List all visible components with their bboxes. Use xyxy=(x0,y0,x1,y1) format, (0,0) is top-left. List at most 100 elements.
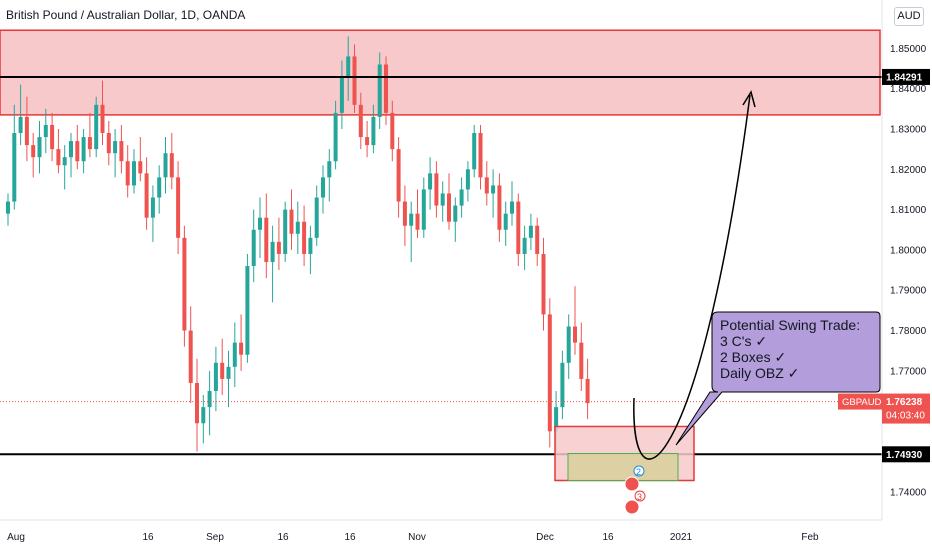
candle-body xyxy=(37,137,42,158)
candle xyxy=(579,322,584,392)
candle xyxy=(484,161,489,206)
candle-body xyxy=(566,326,571,363)
candle-body xyxy=(497,185,502,230)
time-tick-label: Sep xyxy=(206,532,224,543)
callout-line: 3 C's ✓ xyxy=(720,333,767,349)
candle xyxy=(409,201,414,263)
marker-count: 3 xyxy=(637,492,642,502)
candle xyxy=(327,149,332,202)
candle xyxy=(472,124,477,178)
candle xyxy=(144,157,149,230)
candle xyxy=(220,338,225,396)
last-price-badge: GBPAUD 1.76238 04:03:40 xyxy=(838,393,930,424)
candle-body xyxy=(528,225,533,238)
candle-body xyxy=(182,237,187,331)
candle-body xyxy=(491,185,496,194)
candle-body xyxy=(157,177,162,198)
candle xyxy=(339,60,344,129)
candle-body xyxy=(516,201,521,254)
candle-body xyxy=(119,141,124,162)
candle-body xyxy=(402,201,407,226)
price-tick-label: 1.84000 xyxy=(890,84,927,95)
time-tick-label: 2021 xyxy=(670,532,693,543)
candle-body xyxy=(447,193,451,222)
candle xyxy=(295,201,300,254)
candle xyxy=(308,225,313,275)
support-price-label: 1.74930 xyxy=(882,446,930,463)
price-tick-label: 1.74000 xyxy=(890,487,927,498)
candle-body xyxy=(421,189,426,230)
candle-body xyxy=(396,149,401,202)
candle xyxy=(150,185,155,242)
price-tick-label: 1.78000 xyxy=(890,326,927,337)
candle-body xyxy=(428,173,433,190)
candle xyxy=(132,149,136,194)
candle xyxy=(491,169,496,218)
projection-arrowhead xyxy=(742,90,756,108)
price-tick-label: 1.77000 xyxy=(890,366,927,377)
projection-path xyxy=(633,94,751,460)
candle-body xyxy=(390,112,395,150)
candle xyxy=(459,177,464,218)
candle xyxy=(56,128,61,174)
candle-body xyxy=(535,225,540,254)
candle-body xyxy=(541,253,546,315)
candle xyxy=(415,189,420,238)
candle xyxy=(302,205,307,267)
candle xyxy=(421,177,426,238)
candle-body xyxy=(585,378,590,404)
candle xyxy=(69,133,73,178)
candle xyxy=(264,193,269,279)
candle-body xyxy=(573,326,577,343)
candle xyxy=(377,52,382,129)
candle-body xyxy=(465,169,470,190)
candle xyxy=(113,128,118,178)
price-tick-label: 1.79000 xyxy=(890,286,927,297)
price-tick-label: 1.81000 xyxy=(890,205,927,216)
candle-body xyxy=(43,124,48,138)
candle-body xyxy=(270,241,275,263)
candle xyxy=(201,395,206,444)
candle xyxy=(50,112,55,162)
price-tick-label: 1.80000 xyxy=(890,245,927,256)
marker-badge xyxy=(634,490,646,502)
candle-body xyxy=(371,116,376,146)
candle-body xyxy=(314,197,319,238)
candle-body xyxy=(195,382,199,424)
candle xyxy=(81,128,86,174)
candle xyxy=(24,96,29,162)
candle-body xyxy=(226,366,231,379)
time-tick-label: Dec xyxy=(536,532,554,543)
candle-body xyxy=(440,193,445,206)
candle xyxy=(585,358,590,420)
time-tick-label: Feb xyxy=(801,532,819,543)
candle xyxy=(560,350,565,420)
candle-body xyxy=(415,213,420,230)
candle xyxy=(213,346,218,412)
candle-body xyxy=(176,177,181,238)
candle-body xyxy=(264,217,269,263)
candle xyxy=(541,237,546,331)
candle-body xyxy=(201,407,206,424)
candle-body xyxy=(333,112,338,162)
candle-body xyxy=(503,213,508,230)
candle xyxy=(195,358,199,452)
currency-button[interactable]: AUD xyxy=(894,7,924,26)
candle xyxy=(119,124,124,174)
candle-body xyxy=(125,161,130,186)
candle xyxy=(276,217,281,271)
candle xyxy=(138,137,143,182)
candle-body xyxy=(150,197,155,218)
support-price-label-bg xyxy=(882,446,930,463)
candle-body xyxy=(113,141,118,154)
candle xyxy=(125,145,130,198)
resistance-price-label-text: 1.84291 xyxy=(886,72,923,83)
candle xyxy=(258,197,262,258)
candle-body xyxy=(327,161,332,178)
candle-body xyxy=(12,133,17,202)
candle xyxy=(547,298,552,448)
candle xyxy=(245,253,250,363)
candle xyxy=(37,120,42,174)
candle xyxy=(188,306,193,404)
